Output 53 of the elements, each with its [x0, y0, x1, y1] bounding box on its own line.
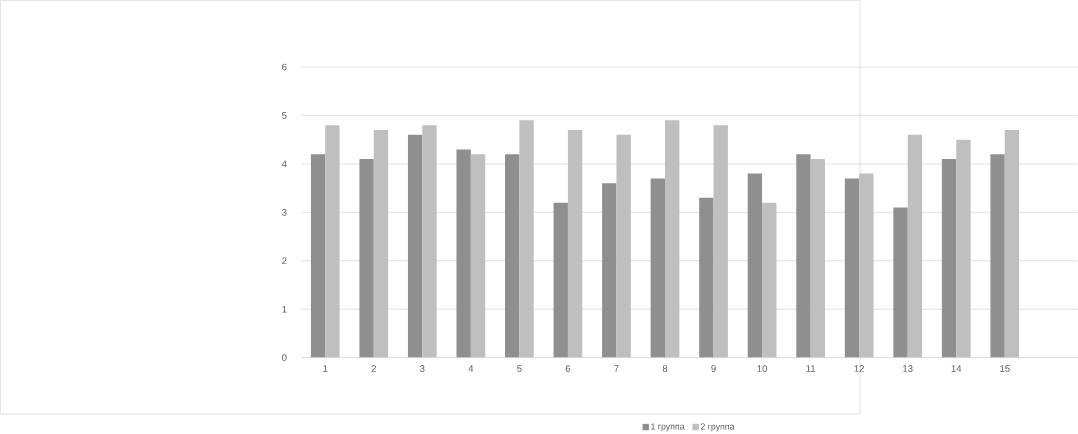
bar: [310, 154, 326, 358]
x-tick-label: 12: [854, 365, 864, 372]
x-tick-label: 4: [468, 365, 474, 372]
x-tick-label: 2: [371, 365, 376, 372]
x-tick-label: 11: [806, 365, 816, 372]
x-tick-label: 13: [903, 365, 913, 373]
bar: [373, 130, 389, 358]
bar: [325, 125, 340, 358]
x-tick-label: 10: [757, 365, 768, 373]
x-tick-label: 5: [517, 365, 522, 372]
bar: [747, 173, 763, 358]
y-tick-label: 6: [282, 63, 287, 71]
bar: [650, 178, 666, 358]
bar: [359, 159, 374, 358]
bar: [616, 134, 631, 358]
y-tick-label: 5: [282, 112, 287, 119]
x-tick-label: 14: [951, 365, 962, 372]
bar: [665, 120, 680, 358]
x-tick-label: 1: [323, 365, 328, 372]
bar: [456, 149, 471, 358]
bar: [907, 134, 923, 358]
bar: [713, 125, 728, 358]
y-tick-label: 1: [282, 305, 287, 313]
bar: [422, 125, 437, 358]
bar: [859, 173, 874, 358]
bar: [844, 178, 860, 358]
bar: [699, 197, 714, 358]
bar: [810, 159, 825, 358]
x-tick-label: 15: [1000, 365, 1010, 372]
bar: [567, 130, 583, 358]
bar: [941, 159, 957, 358]
bar: [519, 120, 534, 358]
x-tick-label: 8: [662, 365, 668, 373]
legend-label: 2 группа: [700, 423, 735, 432]
y-tick-label: 0: [282, 354, 287, 362]
bar: [505, 154, 520, 358]
bar: [407, 134, 423, 358]
bar: [602, 183, 617, 358]
x-tick-label: 9: [711, 365, 716, 373]
legend-label: 1 группа: [651, 423, 685, 432]
y-tick-label: 3: [282, 209, 287, 216]
x-tick-label: 3: [420, 365, 425, 373]
bar: [1004, 130, 1020, 358]
bar: [893, 207, 908, 358]
y-tick-label: 4: [281, 160, 287, 168]
x-tick-label: 6: [565, 365, 571, 373]
bar: [956, 139, 971, 358]
bar: [553, 202, 568, 358]
y-tick-label: 2: [282, 257, 287, 265]
x-tick-label: 7: [614, 365, 619, 372]
bar: [470, 154, 486, 358]
bar: [762, 202, 777, 358]
bar: [796, 154, 811, 358]
